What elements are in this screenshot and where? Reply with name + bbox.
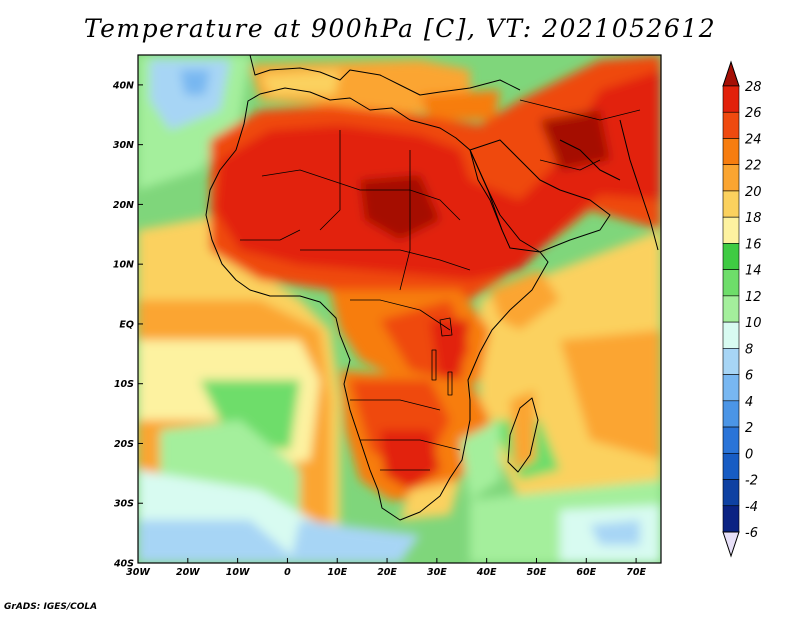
temperature-field — [138, 55, 661, 563]
lat-label: 10N — [113, 260, 134, 271]
colorbar-label: 8 — [745, 342, 753, 357]
colorbar-top-triangle — [722, 60, 740, 87]
lat-label: 30S — [114, 499, 134, 510]
lon-label: 0 — [284, 567, 291, 578]
colorbar-label: 4 — [745, 395, 753, 410]
colorbar-label: 14 — [745, 264, 762, 279]
colorbar-swatch — [722, 321, 740, 349]
colorbar-swatch — [722, 426, 740, 454]
lat-label: 20N — [113, 200, 134, 211]
lon-label: 20W — [176, 567, 200, 578]
grads-credit: GrADS: IGES/COLA — [4, 602, 98, 612]
colorbar-label: 16 — [745, 237, 762, 252]
colorbar-label: 24 — [745, 132, 762, 147]
colorbar-label: 28 — [745, 80, 762, 95]
lat-label: 20S — [114, 439, 134, 450]
colorbar-swatch — [722, 111, 740, 139]
lat-label: 30N — [113, 140, 134, 151]
colorbar-swatch — [722, 348, 740, 375]
colorbar-swatch — [722, 138, 740, 166]
coastlines — [205, 55, 659, 521]
lon-label: 10W — [226, 567, 250, 578]
colorbar-swatch — [722, 190, 740, 218]
map-title: Temperature at 900hPa [C], VT: 202105261… — [83, 14, 717, 43]
colorbar-swatch — [722, 216, 740, 244]
lat-label: 40S — [113, 559, 134, 570]
colorbar-label: -2 — [745, 474, 758, 489]
colorbar-swatch — [722, 479, 740, 507]
lat-label: 40N — [112, 80, 134, 91]
lat-label: 10S — [114, 379, 134, 390]
colorbar-label: 12 — [745, 290, 762, 305]
lon-label: 40E — [476, 567, 497, 578]
colorbar-label: -6 — [745, 526, 758, 541]
colorbar-swatch — [722, 85, 740, 113]
lon-label: 50E — [527, 567, 547, 578]
colorbar-label: 10 — [745, 316, 762, 331]
lon-label: 70E — [626, 567, 646, 578]
colorbar-swatch — [722, 243, 740, 270]
lat-label: EQ — [119, 319, 134, 330]
colorbar-label: 26 — [745, 106, 762, 121]
colorbar-bottom-triangle — [722, 531, 740, 558]
axis-ticks — [137, 84, 637, 564]
colorbar-swatch — [722, 452, 740, 480]
colorbar-label: 18 — [745, 211, 762, 226]
lon-label: 10E — [327, 567, 347, 578]
lon-label: 20E — [377, 567, 397, 578]
colorbar-swatch — [722, 374, 740, 402]
colorbar-label: 6 — [745, 369, 753, 384]
colorbar-label: 20 — [745, 185, 762, 200]
axis-labels: 30W 20W 10W 0 10E 20E 30E 40E 50E 60E 70E 40N 30N 20N… — [112, 80, 647, 578]
lon-label: 30W — [126, 567, 150, 578]
plot-frame — [137, 54, 662, 564]
lon-label: 30E — [427, 567, 447, 578]
colorbar-label: -4 — [745, 500, 758, 515]
colorbar-label: 2 — [745, 421, 753, 436]
colorbar-swatch — [722, 164, 740, 192]
colorbar-swatch — [722, 505, 740, 533]
colorbar-label: 0 — [745, 447, 753, 462]
lon-label: 60E — [576, 567, 596, 578]
colorbar-swatch — [722, 295, 740, 323]
colorbar-swatch — [722, 269, 740, 297]
colorbar-label: 22 — [745, 159, 762, 174]
colorbar-swatch — [722, 400, 740, 428]
